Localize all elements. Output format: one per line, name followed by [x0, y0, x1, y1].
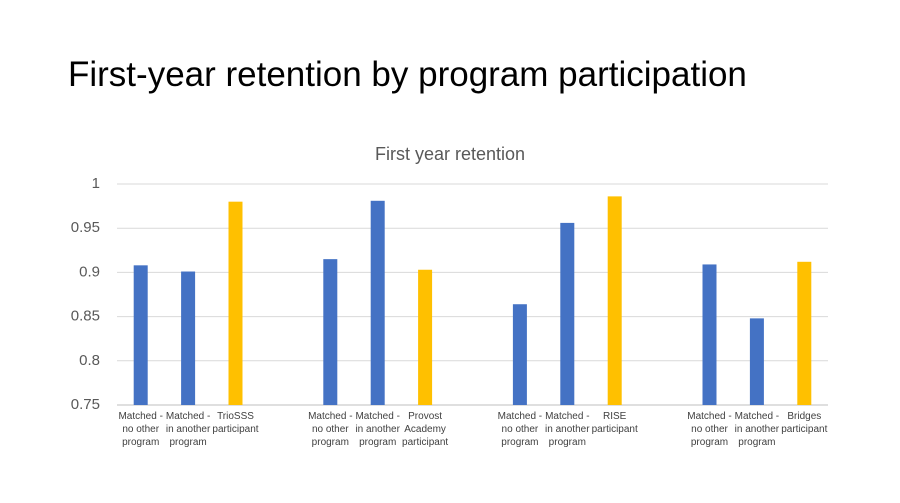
x-tick-label-line: in another: [545, 424, 590, 435]
x-tick-label-line: participant: [212, 424, 258, 435]
bar: [560, 222, 575, 405]
x-tick-label-line: program: [738, 437, 775, 448]
bar: [133, 265, 148, 405]
bar: [512, 304, 527, 405]
x-tick-label-line: Matched -: [166, 411, 210, 422]
x-tick-label: Matched - no other program: [498, 411, 542, 448]
bar: [323, 259, 338, 405]
slide-title: First-year retention by program particip…: [68, 55, 747, 94]
x-tick-label-line: Matched -: [545, 411, 589, 422]
x-tick-label-line: program: [549, 437, 586, 448]
x-tick-label-line: Matched -: [687, 411, 731, 422]
x-tick-label-line: Matched -: [308, 411, 352, 422]
x-tick-label-line: Bridges: [787, 411, 821, 422]
x-tick-label: RISE participant: [592, 411, 638, 435]
x-tick-label-line: no other: [312, 424, 349, 435]
x-tick-label: Provost Academy participant: [402, 411, 448, 448]
y-tick-label: 1: [92, 175, 100, 192]
x-tick-label: Matched - no other program: [118, 411, 162, 448]
x-tick-label-line: TrioSSS: [217, 411, 254, 422]
x-tick-label: Matched - no other program: [687, 411, 731, 448]
x-tick-label: Matched - in another program: [735, 411, 780, 448]
x-tick-label: TrioSSS participant: [212, 411, 258, 435]
x-tick-label-line: in another: [355, 424, 400, 435]
x-tick-label-line: participant: [781, 424, 827, 435]
x-tick-label-line: program: [122, 437, 159, 448]
x-tick-label-line: no other: [122, 424, 159, 435]
x-tick-label-line: program: [169, 437, 206, 448]
x-tick-label-line: Matched -: [118, 411, 162, 422]
x-tick-label-line: no other: [502, 424, 539, 435]
bar: [607, 196, 622, 405]
x-tick-label: Matched - in another program: [166, 411, 211, 448]
x-tick-label-line: participant: [402, 437, 448, 448]
y-tick-label: 0.75: [71, 396, 100, 413]
y-tick-label: 0.8: [79, 352, 100, 369]
x-tick-label-line: in another: [735, 424, 780, 435]
x-tick-label-line: program: [359, 437, 396, 448]
x-tick-label-line: Matched -: [498, 411, 542, 422]
y-tick-label: 0.9: [79, 263, 100, 280]
bar: [181, 271, 196, 405]
x-tick-label-line: program: [501, 437, 538, 448]
bar: [702, 264, 717, 405]
x-tick-label-line: in another: [166, 424, 211, 435]
y-tick-label: 0.95: [71, 219, 100, 236]
x-tick-label-line: participant: [592, 424, 638, 435]
x-tick-label: Matched - in another program: [545, 411, 590, 448]
bar: [418, 269, 433, 405]
bar: [228, 201, 243, 405]
x-tick-label-line: no other: [691, 424, 728, 435]
x-tick-label: Matched - no other program: [308, 411, 352, 448]
bar: [749, 318, 764, 405]
x-tick-label-line: RISE: [603, 411, 627, 422]
x-tick-label-line: Matched -: [355, 411, 399, 422]
bar: [370, 200, 385, 405]
x-tick-label: Matched - in another program: [355, 411, 400, 448]
x-tick-label-line: Provost: [408, 411, 442, 422]
x-tick-label-line: program: [691, 437, 728, 448]
chart-title: First year retention: [375, 144, 525, 164]
bar: [797, 261, 812, 405]
x-tick-label-line: program: [312, 437, 349, 448]
x-tick-label-line: Matched -: [735, 411, 779, 422]
x-tick-label: Bridges participant: [781, 411, 827, 435]
x-tick-label-line: Academy: [404, 424, 446, 435]
y-tick-label: 0.85: [71, 308, 100, 325]
